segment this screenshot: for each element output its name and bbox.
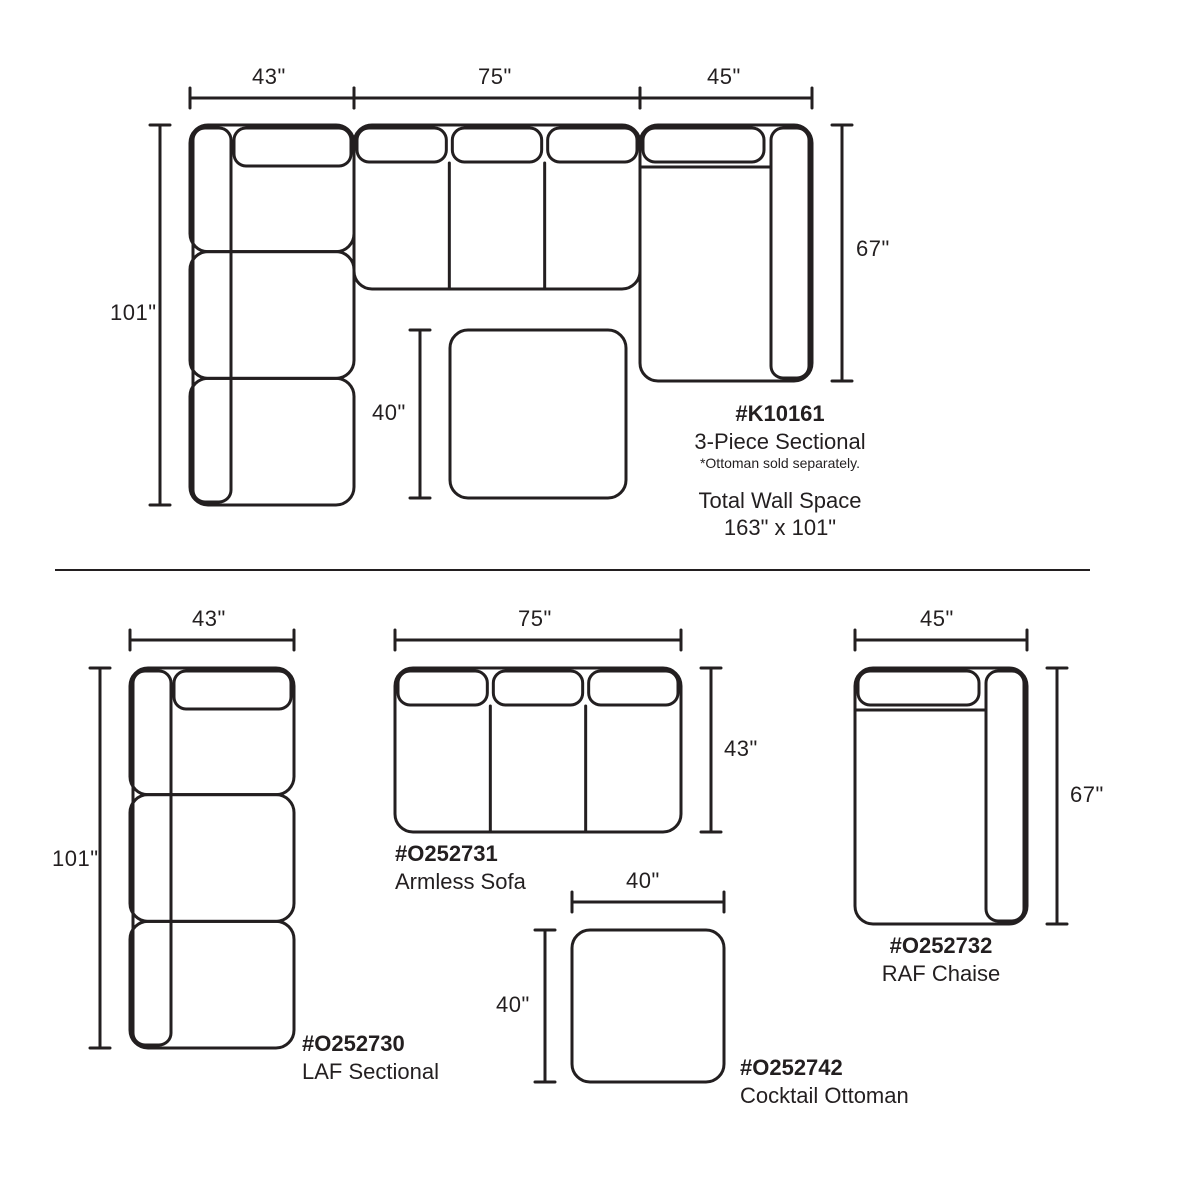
sku-name: Armless Sofa — [395, 868, 526, 896]
sku-name: 3-Piece Sectional — [640, 428, 920, 456]
dim-45-top: 45" — [707, 64, 741, 90]
sku-k10161: #K10161 3-Piece Sectional *Ottoman sold … — [640, 400, 920, 542]
dim-ott-40l: 40" — [496, 992, 530, 1018]
sku-note: *Ottoman sold separately. — [640, 455, 920, 473]
sku-total-label: Total Wall Space — [640, 487, 920, 515]
dim-101-left: 101" — [110, 300, 157, 326]
sku-id: #O252732 — [830, 932, 1052, 960]
sku-ott: #O252742 Cocktail Ottoman — [740, 1054, 909, 1109]
dim-75-top: 75" — [478, 64, 512, 90]
sku-id: #O252731 — [395, 840, 526, 868]
sku-name: Cocktail Ottoman — [740, 1082, 909, 1110]
dim-laf-101: 101" — [52, 846, 99, 872]
sku-sofa: #O252731 Armless Sofa — [395, 840, 526, 895]
dim-raf-67: 67" — [1070, 782, 1104, 808]
dim-ott-40t: 40" — [626, 868, 660, 894]
dim-67-right: 67" — [856, 236, 890, 262]
diagram-stage: { "canvas": { "width": 1200, "height": 1… — [0, 0, 1200, 1200]
dim-sofa-75: 75" — [518, 606, 552, 632]
dim-43-top: 43" — [252, 64, 286, 90]
sku-total-value: 163" x 101" — [640, 514, 920, 542]
dim-raf-45: 45" — [920, 606, 954, 632]
dim-40-ott: 40" — [372, 400, 406, 426]
sku-id: #O252730 — [302, 1030, 439, 1058]
sku-id: #K10161 — [640, 400, 920, 428]
dim-sofa-43: 43" — [724, 736, 758, 762]
sku-name: LAF Sectional — [302, 1058, 439, 1086]
dim-laf-43: 43" — [192, 606, 226, 632]
sku-laf: #O252730 LAF Sectional — [302, 1030, 439, 1085]
sku-name: RAF Chaise — [830, 960, 1052, 988]
sku-id: #O252742 — [740, 1054, 909, 1082]
drawing-layer — [0, 0, 1200, 1200]
sku-raf: #O252732 RAF Chaise — [830, 932, 1052, 987]
